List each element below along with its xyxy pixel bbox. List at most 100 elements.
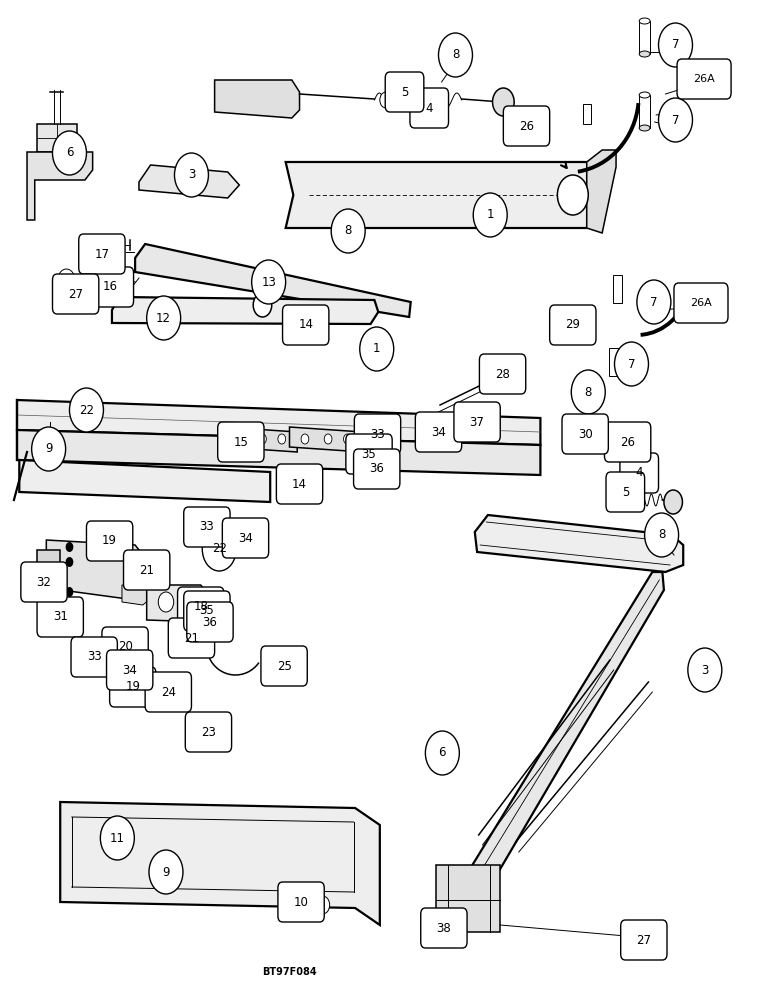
Text: 12: 12 xyxy=(156,312,171,324)
FancyBboxPatch shape xyxy=(421,908,467,948)
Circle shape xyxy=(615,342,648,386)
FancyBboxPatch shape xyxy=(677,59,731,99)
FancyBboxPatch shape xyxy=(410,88,449,128)
Polygon shape xyxy=(436,865,500,932)
Circle shape xyxy=(437,919,451,937)
FancyBboxPatch shape xyxy=(562,414,608,454)
Polygon shape xyxy=(17,400,540,445)
Text: 15: 15 xyxy=(233,436,249,448)
FancyBboxPatch shape xyxy=(454,402,500,442)
Text: 14: 14 xyxy=(298,318,313,332)
FancyBboxPatch shape xyxy=(674,283,728,323)
FancyBboxPatch shape xyxy=(145,672,191,712)
FancyBboxPatch shape xyxy=(354,449,400,489)
Polygon shape xyxy=(564,305,573,332)
Circle shape xyxy=(344,434,351,444)
FancyBboxPatch shape xyxy=(124,550,170,590)
Text: 3: 3 xyxy=(188,168,195,182)
FancyBboxPatch shape xyxy=(184,507,230,547)
Ellipse shape xyxy=(639,125,650,131)
Text: 26A: 26A xyxy=(693,74,715,84)
Text: 24: 24 xyxy=(161,686,176,698)
Circle shape xyxy=(647,934,653,942)
Text: 31: 31 xyxy=(52,610,68,624)
Text: 36: 36 xyxy=(202,615,218,629)
Circle shape xyxy=(578,393,592,411)
FancyBboxPatch shape xyxy=(168,618,215,658)
Polygon shape xyxy=(215,80,300,118)
Polygon shape xyxy=(639,95,650,128)
FancyBboxPatch shape xyxy=(620,453,659,493)
Polygon shape xyxy=(19,460,270,502)
Text: 34: 34 xyxy=(431,426,446,438)
Circle shape xyxy=(659,98,692,142)
Text: 7: 7 xyxy=(628,358,635,370)
Circle shape xyxy=(52,131,86,175)
Circle shape xyxy=(331,209,365,253)
Text: 33: 33 xyxy=(199,520,215,534)
Text: 25: 25 xyxy=(276,660,292,672)
FancyBboxPatch shape xyxy=(178,587,224,627)
FancyBboxPatch shape xyxy=(604,422,651,462)
Text: 6: 6 xyxy=(66,146,73,159)
Text: 35: 35 xyxy=(199,604,215,617)
Text: 13: 13 xyxy=(261,275,276,288)
Text: 3: 3 xyxy=(701,664,709,676)
FancyBboxPatch shape xyxy=(385,72,424,112)
Ellipse shape xyxy=(639,92,650,98)
Text: 1: 1 xyxy=(373,342,381,356)
Polygon shape xyxy=(475,515,683,572)
Circle shape xyxy=(324,434,332,444)
Text: 9: 9 xyxy=(162,865,170,879)
Text: 1: 1 xyxy=(486,209,494,222)
Text: BT97F084: BT97F084 xyxy=(262,967,317,977)
Text: 18: 18 xyxy=(193,600,208,613)
Circle shape xyxy=(253,293,272,317)
Polygon shape xyxy=(639,21,650,54)
Text: 6: 6 xyxy=(438,746,446,760)
FancyBboxPatch shape xyxy=(479,354,526,394)
Polygon shape xyxy=(613,275,622,303)
Text: 37: 37 xyxy=(469,416,485,428)
Circle shape xyxy=(32,427,66,471)
Polygon shape xyxy=(139,165,239,198)
FancyBboxPatch shape xyxy=(606,472,645,512)
FancyBboxPatch shape xyxy=(52,274,99,314)
Polygon shape xyxy=(224,427,297,452)
Circle shape xyxy=(174,153,208,197)
Text: 7: 7 xyxy=(672,113,679,126)
Text: 19: 19 xyxy=(125,680,141,694)
Circle shape xyxy=(58,269,75,291)
Circle shape xyxy=(100,816,134,860)
Circle shape xyxy=(69,388,103,432)
Polygon shape xyxy=(122,585,154,605)
Circle shape xyxy=(316,896,330,914)
Text: 8: 8 xyxy=(658,528,665,542)
Text: 19: 19 xyxy=(102,534,117,548)
Polygon shape xyxy=(17,430,540,475)
FancyBboxPatch shape xyxy=(187,602,233,642)
FancyBboxPatch shape xyxy=(87,267,134,307)
Text: 4: 4 xyxy=(425,102,433,114)
Text: 28: 28 xyxy=(495,367,510,380)
Text: 5: 5 xyxy=(401,86,408,99)
Polygon shape xyxy=(609,348,618,376)
Polygon shape xyxy=(455,572,664,932)
FancyBboxPatch shape xyxy=(415,412,462,452)
FancyBboxPatch shape xyxy=(184,591,230,631)
Polygon shape xyxy=(583,104,591,124)
Text: 32: 32 xyxy=(36,576,52,588)
FancyBboxPatch shape xyxy=(346,434,392,474)
Ellipse shape xyxy=(639,51,650,57)
Polygon shape xyxy=(286,162,602,228)
Circle shape xyxy=(473,193,507,237)
Text: 34: 34 xyxy=(122,664,137,676)
Circle shape xyxy=(637,280,671,324)
FancyBboxPatch shape xyxy=(354,414,401,454)
Circle shape xyxy=(557,175,588,215)
Circle shape xyxy=(252,260,286,304)
Text: 26: 26 xyxy=(620,436,635,448)
Circle shape xyxy=(66,587,73,597)
Text: 17: 17 xyxy=(94,247,110,260)
Text: 22: 22 xyxy=(212,542,227,556)
